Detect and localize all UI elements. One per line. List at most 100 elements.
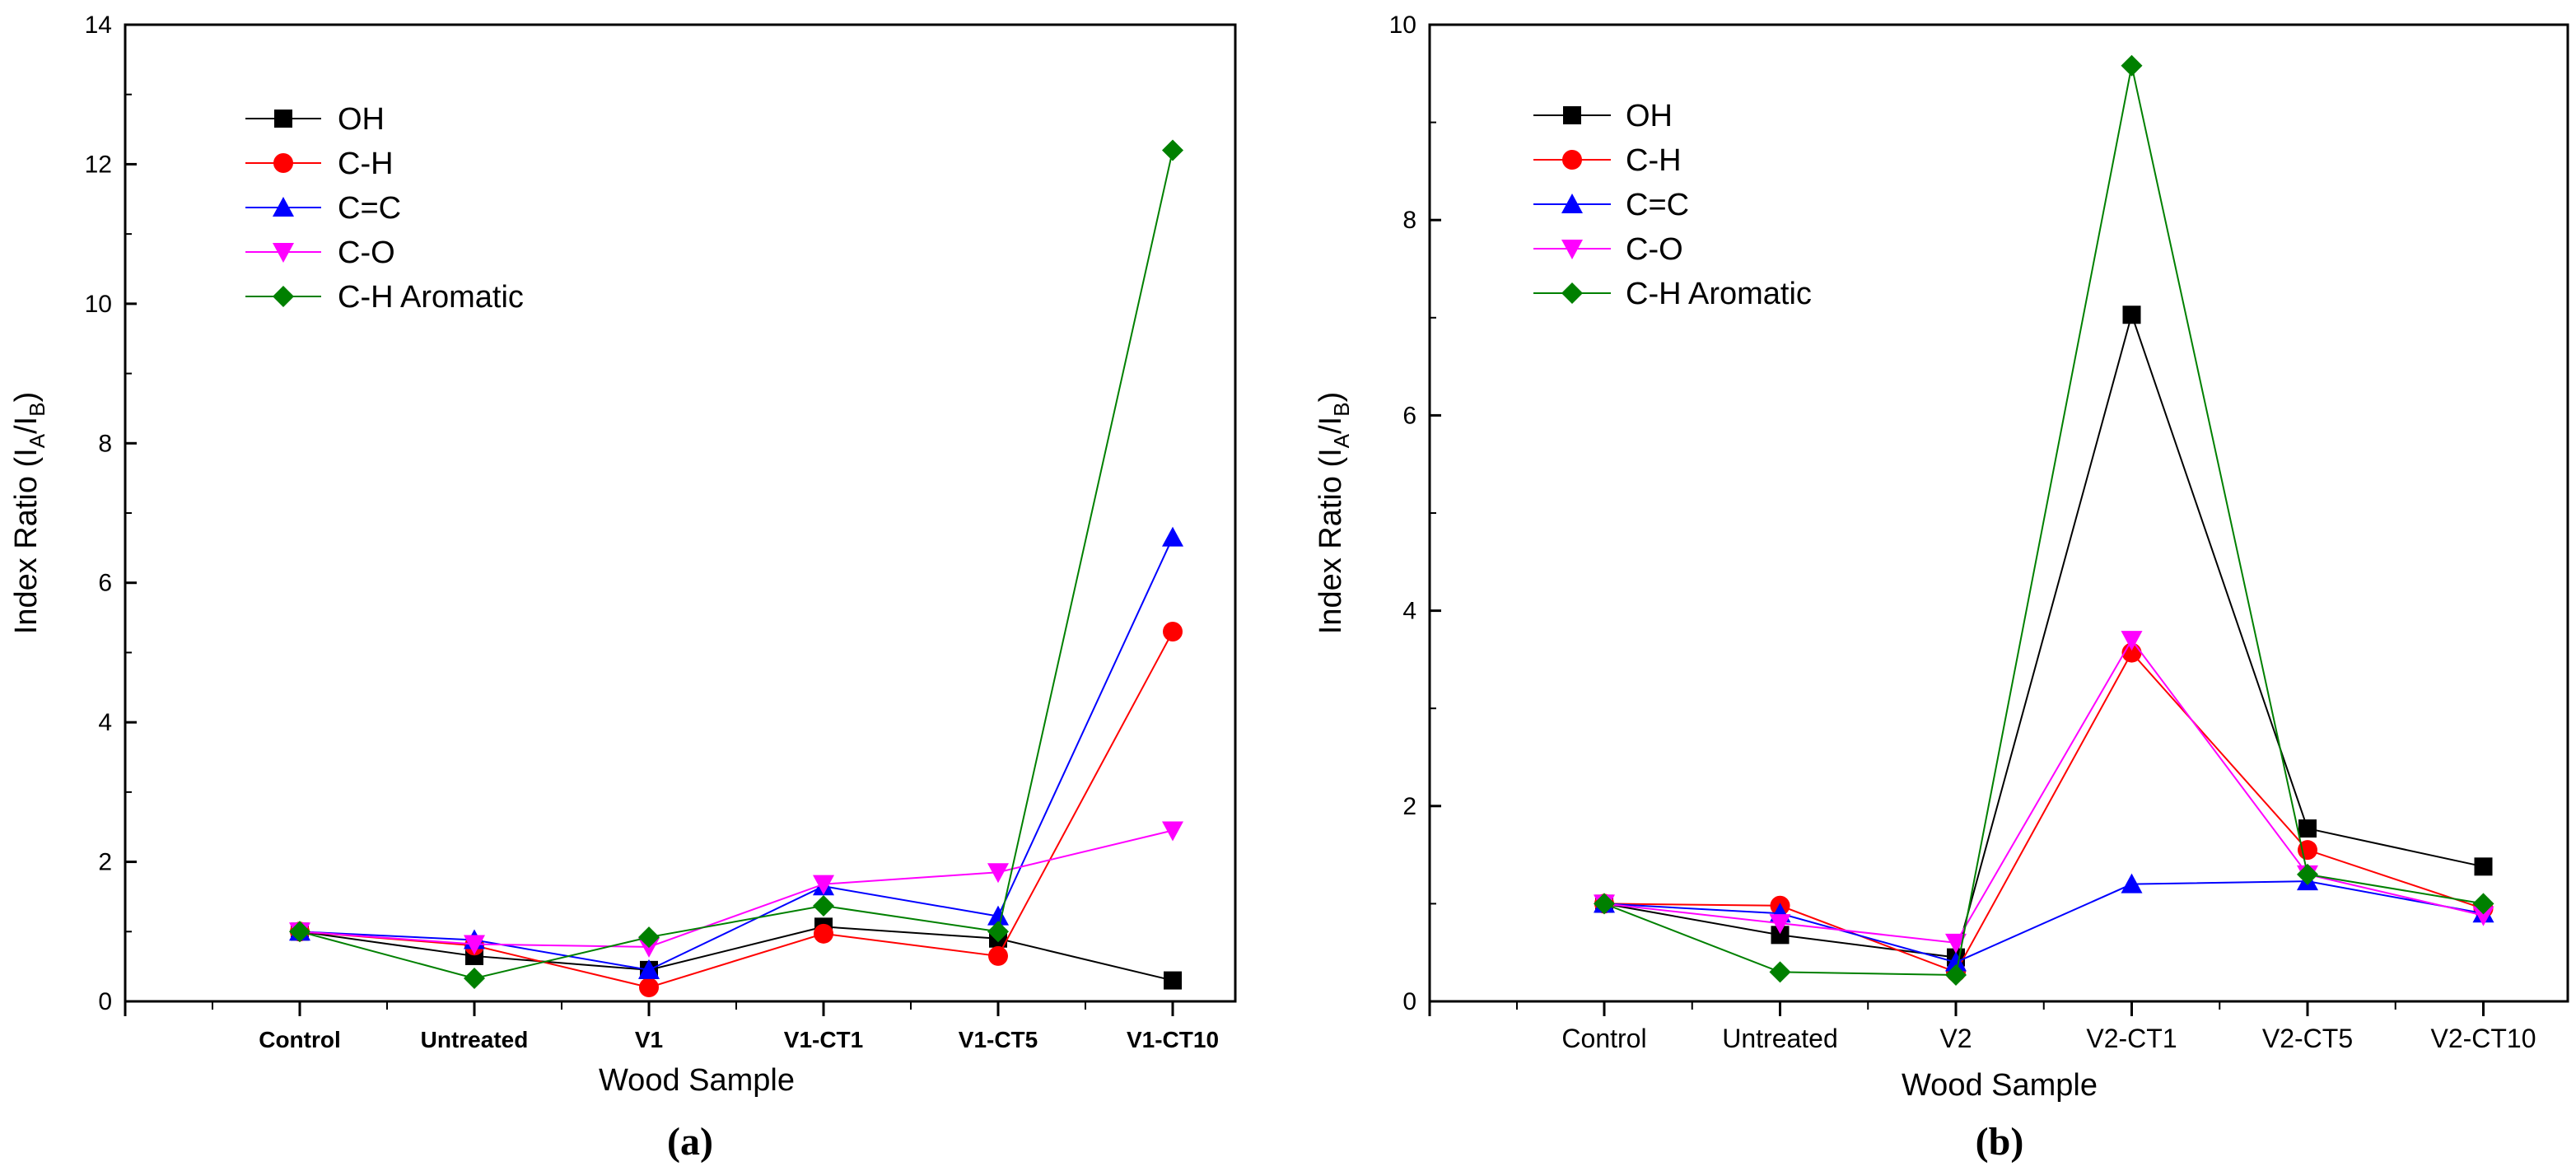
chart-b-xtick-label-untreated: Untreated xyxy=(1722,1024,1838,1053)
chart-a-xtick-label-v1: V1 xyxy=(635,1027,663,1052)
chart-a-series-c-o-line xyxy=(299,829,1174,948)
chart-b-series-c-c-point-v2 xyxy=(1945,951,1967,972)
chart-b-xtick-label-v2-ct5: V2-CT5 xyxy=(2262,1024,2353,1053)
chart-a-y-axis-label-sub-a: A xyxy=(25,433,49,448)
chart-b-xtick-label-v2-ct1: V2-CT1 xyxy=(2086,1024,2177,1053)
chart-b-legend-oh-swatch-marker xyxy=(1563,106,1581,124)
chart-b-series-oh-line xyxy=(1603,311,2484,959)
chart-a-ytick-label-2: 2 xyxy=(98,849,112,876)
chart-b-series-oh-point-v2-ct1 xyxy=(2122,306,2141,324)
chart-a-series-c-c-line xyxy=(299,537,1174,971)
chart-a-y-axis-label-sub-b: B xyxy=(25,402,49,416)
chart-b-series-c-o-point-v2 xyxy=(1945,933,1967,954)
chart-b-series-c-o-point-untreated xyxy=(1769,914,1791,935)
chart-b-ytick-label-8: 8 xyxy=(1402,207,1416,234)
chart-b-y-axis-label: Index Ratio (IA/IB) xyxy=(1314,392,1354,634)
chart-b-series-c-h-aromatic-point-v2-ct10 xyxy=(2472,893,2494,915)
chart-a-series-c-h-aromatic-point-v1-ct10 xyxy=(1162,139,1183,161)
chart-a-series-c-c-point-v1-ct10 xyxy=(1162,526,1183,547)
chart-a-series-c-h-aromatic-point-v1-ct1 xyxy=(813,894,834,917)
chart-b-series-c-h-aromatic-point-untreated xyxy=(1769,961,1791,983)
chart-b-series-c-o-point-v2-ct10 xyxy=(2472,906,2494,926)
chart-a-y-axis-label-sep: /I xyxy=(9,417,44,434)
chart-b-panel-label: (b) xyxy=(1976,1120,2024,1164)
chart-a-legend-c-h-aromatic-label: C-H Aromatic xyxy=(338,280,524,315)
chart-a-y-axis-label-close: ) xyxy=(9,392,44,403)
chart-a-series-c-o-point-v1-ct1 xyxy=(813,875,834,895)
chart-b-legend-c-h-label: C-H xyxy=(1626,143,1682,178)
chart-a-series-c-h-aromatic-line xyxy=(299,150,1174,980)
chart-b-series-c-o-line xyxy=(1603,638,2484,944)
chart-a-ytick-label-4: 4 xyxy=(98,709,112,736)
chart-panel-a: 0 2 4 6 8 10 12 14 Control Untreated V1 V1-CT1 V1-CT… xyxy=(9,12,1237,1164)
chart-b-y-axis-label-sub-b: B xyxy=(1329,402,1354,416)
chart-a-series-oh-line xyxy=(299,926,1174,982)
chart-a-series-c-h-point-v1-ct5 xyxy=(988,945,1008,966)
chart-a-ytick-label-0: 0 xyxy=(98,988,112,1015)
chart-a-xtick-label-v1-ct1: V1-CT1 xyxy=(784,1027,863,1052)
chart-b-ytick-label-10: 10 xyxy=(1389,12,1416,39)
chart-a-ytick-label-14: 14 xyxy=(85,12,112,39)
chart-b-legend-c-c-swatch-marker xyxy=(1561,194,1583,213)
chart-a-legend-c-h-label: C-H xyxy=(338,147,394,181)
chart-a-series-c-h-aromatic-point-control xyxy=(289,921,310,943)
chart-a-x-axis-label: Wood Sample xyxy=(599,1063,795,1098)
chart-a-xtick-label-v1-ct5: V1-CT5 xyxy=(959,1027,1038,1052)
chart-a-y-axis-label-main: Index Ratio (I xyxy=(9,448,44,634)
chart-b-series-c-h-aromatic-line xyxy=(1603,65,2484,976)
chart-b-legend-c-h-aromatic-label: C-H Aromatic xyxy=(1626,277,1812,311)
chart-b-xtick-label-control: Control xyxy=(1561,1024,1646,1053)
chart-a-series-c-o-point-v1-ct5 xyxy=(987,863,1009,884)
chart-b-series-oh-point-v2-ct5 xyxy=(2298,819,2317,838)
chart-b-x-axis-label: Wood Sample xyxy=(1902,1068,2098,1103)
chart-a-legend-c-c-label: C=C xyxy=(338,191,401,226)
chart-b-series-c-h-aromatic-point-v2-ct1 xyxy=(2121,54,2143,77)
chart-a-legend-c-h-aromatic-swatch-marker xyxy=(273,286,294,307)
chart-b-ytick-label-6: 6 xyxy=(1402,402,1416,429)
chart-a-legend: OH C-H C=C C-O C-H Aromatic xyxy=(245,102,524,315)
chart-b-legend-c-c-label: C=C xyxy=(1626,188,1689,222)
chart-a-legend-c-h-swatch-marker xyxy=(273,153,293,173)
chart-b-series-c-h-aromatic-point-v2 xyxy=(1945,963,1967,986)
chart-b-xtick-label-v2: V2 xyxy=(1939,1024,1972,1053)
chart-a-series-c-h-point-v1-ct10 xyxy=(1163,622,1183,642)
chart-a-series-c-o-point-untreated xyxy=(464,935,485,955)
chart-a-series-c-c-point-v1 xyxy=(638,959,660,979)
chart-b-legend-c-h-aromatic-swatch-marker xyxy=(1561,282,1583,304)
chart-b-series-c-c-point-v2-ct1 xyxy=(2121,873,2143,893)
chart-a-legend-c-o-label: C-O xyxy=(338,236,395,270)
chart-a-series-c-h-point-v1 xyxy=(639,977,659,998)
chart-b-y-axis-label-sep: /I xyxy=(1314,417,1348,434)
chart-b-ytick-label-4: 4 xyxy=(1402,598,1416,625)
chart-b-series-oh-point-v2-ct10 xyxy=(2474,857,2493,876)
chart-b-series-c-h-aromatic-point-control xyxy=(1594,893,1615,915)
chart-b-series-c-h-aromatic-point-v2-ct5 xyxy=(2297,863,2318,885)
chart-b-legend-oh-label: OH xyxy=(1626,99,1673,133)
chart-a-ytick-label-6: 6 xyxy=(98,570,112,597)
chart-b-xtick-label-v2-ct10: V2-CT10 xyxy=(2430,1024,2536,1053)
chart-a-series-c-c-point-v1-ct5 xyxy=(987,905,1009,926)
chart-b-legend-c-o-swatch-marker xyxy=(1561,240,1583,259)
chart-b-ytick-label-2: 2 xyxy=(1402,793,1416,820)
chart-a-legend-oh-swatch-marker xyxy=(274,110,292,128)
chart-b-y-axis-label-close: ) xyxy=(1314,392,1348,403)
chart-a-y-axis-label: Index Ratio (IA/IB) xyxy=(9,392,49,634)
chart-a-series-c-h-line xyxy=(299,631,1174,989)
chart-panel-b: 0 2 4 6 8 10 Control Untreated V2 V2-CT1 V2-CT5 V2-… xyxy=(1314,12,2569,1164)
chart-a-series-c-o-point-v1-ct10 xyxy=(1162,821,1183,842)
chart-a-panel-label: (a) xyxy=(667,1120,713,1164)
chart-a-series-c-h-aromatic-point-v1 xyxy=(638,926,660,949)
chart-b-series-c-o-point-v2-ct1 xyxy=(2121,631,2143,651)
chart-a-xtick-label-untreated: Untreated xyxy=(421,1027,529,1052)
chart-b-ytick-label-0: 0 xyxy=(1402,988,1416,1015)
chart-a-series-oh-point-v1-ct10 xyxy=(1164,971,1182,990)
chart-a-ytick-label-10: 10 xyxy=(85,291,112,318)
chart-b-legend-c-h-swatch-marker xyxy=(1562,150,1582,170)
chart-a-legend-c-c-swatch-marker xyxy=(273,197,294,217)
chart-b-legend-c-o-label: C-O xyxy=(1626,232,1683,267)
chart-a-series-c-h-point-v1-ct1 xyxy=(814,923,833,944)
chart-a-xtick-label-control: Control xyxy=(259,1027,341,1052)
chart-a-xtick-label-v1-ct10: V1-CT10 xyxy=(1127,1027,1219,1052)
chart-a-legend-c-o-swatch-marker xyxy=(273,243,294,263)
